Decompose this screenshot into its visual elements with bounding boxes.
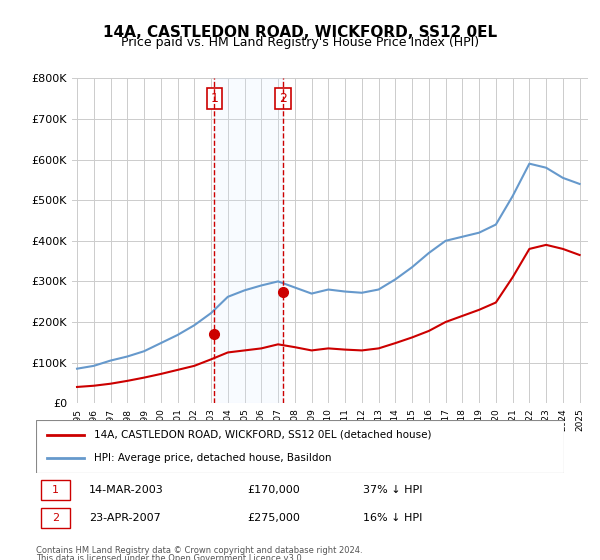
Text: 14A, CASTLEDON ROAD, WICKFORD, SS12 0EL: 14A, CASTLEDON ROAD, WICKFORD, SS12 0EL — [103, 25, 497, 40]
Text: 37% ↓ HPI: 37% ↓ HPI — [364, 485, 423, 495]
Text: 1: 1 — [52, 485, 59, 495]
Text: Contains HM Land Registry data © Crown copyright and database right 2024.: Contains HM Land Registry data © Crown c… — [36, 546, 362, 555]
Text: HPI: Average price, detached house, Basildon: HPI: Average price, detached house, Basi… — [94, 453, 332, 463]
Bar — [214, 78, 283, 403]
FancyBboxPatch shape — [36, 420, 564, 473]
FancyBboxPatch shape — [41, 480, 70, 500]
Text: 14-MAR-2003: 14-MAR-2003 — [89, 485, 164, 495]
Text: £170,000: £170,000 — [247, 485, 300, 495]
Text: 14A, CASTLEDON ROAD, WICKFORD, SS12 0EL (detached house): 14A, CASTLEDON ROAD, WICKFORD, SS12 0EL … — [94, 430, 431, 440]
Text: £275,000: £275,000 — [247, 513, 300, 523]
Text: 2: 2 — [279, 92, 287, 105]
Text: 2: 2 — [52, 513, 59, 523]
FancyBboxPatch shape — [41, 508, 70, 528]
Text: 1: 1 — [211, 92, 218, 105]
Text: Price paid vs. HM Land Registry's House Price Index (HPI): Price paid vs. HM Land Registry's House … — [121, 36, 479, 49]
Text: 16% ↓ HPI: 16% ↓ HPI — [364, 513, 423, 523]
Text: 23-APR-2007: 23-APR-2007 — [89, 513, 161, 523]
Text: This data is licensed under the Open Government Licence v3.0.: This data is licensed under the Open Gov… — [36, 554, 304, 560]
